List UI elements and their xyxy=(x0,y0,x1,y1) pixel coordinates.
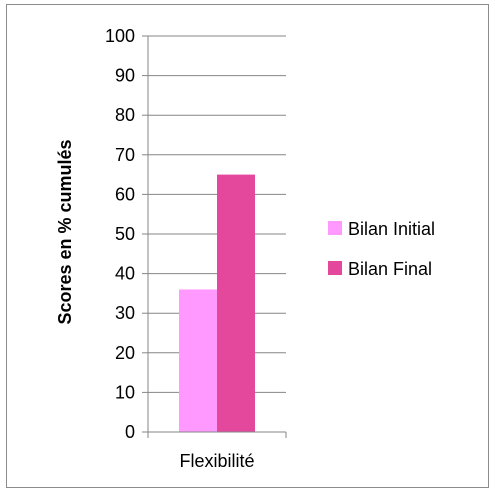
y-tick-label: 50 xyxy=(115,224,135,244)
y-tick-label: 100 xyxy=(105,26,135,46)
legend-label: Bilan Initial xyxy=(348,219,435,239)
axes xyxy=(142,35,287,438)
y-tick-labels: 0 10 20 30 40 50 60 70 80 90 100 xyxy=(105,26,135,442)
y-tick-label: 10 xyxy=(115,382,135,402)
legend-label: Bilan Final xyxy=(348,259,432,279)
legend-swatch xyxy=(328,221,342,235)
y-tick-label: 90 xyxy=(115,66,135,86)
y-tick-label: 60 xyxy=(115,184,135,204)
bar-bilan-final xyxy=(217,174,255,432)
y-tick-label: 0 xyxy=(125,422,135,442)
legend-swatch xyxy=(328,261,342,275)
legend: Bilan Initial Bilan Final xyxy=(328,219,435,279)
x-tick-labels: Flexibilité xyxy=(179,451,254,471)
gridlines xyxy=(148,35,286,393)
y-tick-label: 30 xyxy=(115,303,135,323)
bar-bilan-initial xyxy=(179,289,217,432)
y-tick-label: 40 xyxy=(115,264,135,284)
y-tick-label: 20 xyxy=(115,343,135,363)
y-axis-title: Scores en % cumulés xyxy=(55,139,75,324)
y-tick-label: 80 xyxy=(115,105,135,125)
x-tick-label: Flexibilité xyxy=(179,451,254,471)
y-tick-label: 70 xyxy=(115,145,135,165)
bars xyxy=(179,174,255,432)
